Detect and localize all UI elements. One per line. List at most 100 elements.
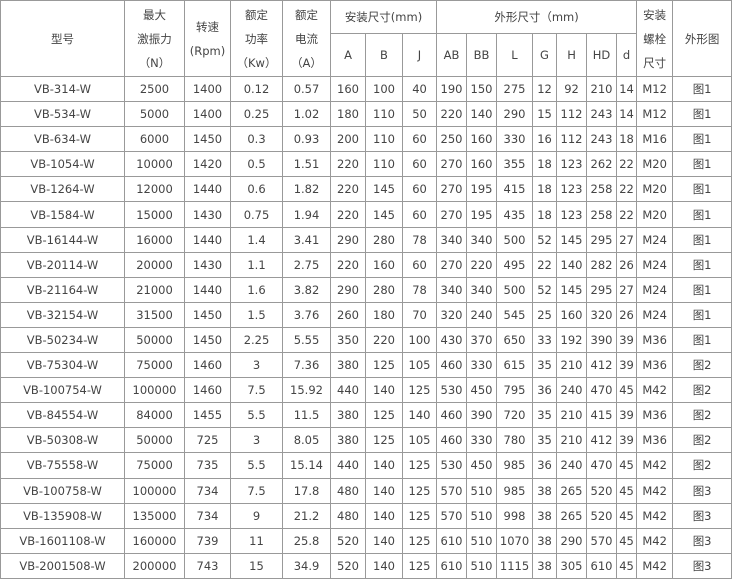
table-cell: 125 [401, 502, 438, 529]
table-cell: 5.5 [230, 402, 283, 429]
table-cell: 125 [365, 402, 403, 429]
table-cell: 125 [401, 377, 438, 404]
table-cell: 140 [365, 377, 403, 404]
table-cell: 160 [466, 151, 498, 178]
table-cell: 图1 [672, 301, 732, 328]
table-cell: 6000 [124, 126, 185, 153]
table-cell: 8.05 [282, 427, 331, 454]
table-cell: 78 [401, 226, 438, 253]
table-cell: 123 [556, 176, 588, 203]
table-cell: 125 [401, 452, 438, 479]
table-cell: 1420 [184, 151, 231, 178]
table-cell: 18 [532, 151, 558, 178]
table-cell: 510 [466, 502, 498, 529]
table-cell: 258 [586, 201, 618, 228]
table-cell: 100 [401, 326, 438, 354]
table-cell: 35 [532, 427, 558, 454]
table-cell: 112 [556, 101, 588, 128]
table-cell: M24 [636, 226, 674, 253]
table-cell: 380 [330, 352, 366, 379]
table-cell: 21000 [124, 276, 185, 303]
table-cell: 图3 [672, 502, 732, 529]
table-cell: 34.9 [282, 552, 331, 579]
table-cell: VB-634-W [0, 126, 125, 153]
table-cell: 140 [365, 477, 403, 504]
table-row: VB-16144-W 16000 1440 1.4 3.41 290 280 78 340 340… [0, 226, 732, 253]
table-cell: 125 [365, 352, 403, 379]
table-row: VB-634-W 6000 1450 0.3 0.93 200 110 60 250 160 330… [0, 126, 732, 153]
header-outline-l: L [496, 33, 534, 77]
table-cell: 570 [436, 502, 468, 529]
table-cell: VB-100758-W [0, 477, 125, 504]
table-cell: 140 [401, 402, 438, 429]
table-cell: 60 [401, 126, 438, 153]
table-cell: 27 [616, 276, 638, 303]
table-cell: 22 [532, 251, 558, 278]
table-cell: 390 [586, 326, 618, 354]
table-cell: 123 [556, 151, 588, 178]
table-cell: 14 [616, 101, 638, 128]
table-cell: 520 [330, 527, 366, 554]
table-cell: 图2 [672, 427, 732, 454]
table-cell: 220 [330, 176, 366, 203]
table-cell: 200000 [124, 552, 185, 579]
table-cell: 15 [230, 552, 283, 579]
table-cell: 280 [365, 276, 403, 303]
table-cell: 275 [496, 75, 534, 103]
table-cell: 290 [330, 276, 366, 303]
table-cell: 100000 [124, 477, 185, 504]
table-cell: 739 [184, 527, 231, 554]
table-cell: 21.2 [282, 502, 331, 529]
table-cell: 3 [230, 427, 283, 454]
table-cell: 270 [436, 176, 468, 203]
table-cell: 220 [466, 251, 498, 278]
table-cell: 7.5 [230, 377, 283, 404]
table-row: VB-50308-W 50000 725 3 8.05 380 125 105 460 330 78… [0, 427, 732, 454]
header-max-force: 最大 激振力 （N） [124, 0, 185, 77]
table-cell: 250 [436, 126, 468, 153]
table-row: VB-50234-W 50000 1450 2.25 5.55 350 220 100 430 3… [0, 326, 732, 354]
table-cell: 510 [466, 477, 498, 504]
table-cell: 570 [436, 477, 468, 504]
table-cell: 图1 [672, 251, 732, 278]
table-cell: VB-50234-W [0, 326, 125, 354]
table-cell: 450 [466, 377, 498, 404]
table-cell: VB-20114-W [0, 251, 125, 278]
table-cell: 220 [330, 201, 366, 228]
table-cell: 380 [330, 402, 366, 429]
table-cell: 480 [330, 477, 366, 504]
table-cell: 18 [532, 176, 558, 203]
table-cell: 520 [330, 552, 366, 579]
table-cell: 430 [436, 326, 468, 354]
table-cell: 35 [532, 352, 558, 379]
table-cell: 262 [586, 151, 618, 178]
table-cell: 3.76 [282, 301, 331, 328]
table-cell: VB-50308-W [0, 427, 125, 454]
table-cell: 460 [436, 427, 468, 454]
table-cell: 240 [556, 377, 588, 404]
table-cell: M20 [636, 201, 674, 228]
table-row: VB-100758-W 100000 734 7.5 17.8 480 140 125 570 5… [0, 477, 732, 504]
table-cell: 200 [330, 126, 366, 153]
table-cell: M24 [636, 301, 674, 328]
table-cell: 140 [365, 552, 403, 579]
table-cell: 5000 [124, 101, 185, 128]
table-cell: M16 [636, 126, 674, 153]
table-cell: M24 [636, 276, 674, 303]
table-cell: 135000 [124, 502, 185, 529]
table-cell: 22 [616, 151, 638, 178]
table-cell: 220 [330, 251, 366, 278]
table-cell: 735 [184, 452, 231, 479]
table-cell: 36 [532, 452, 558, 479]
table-cell: 31500 [124, 301, 185, 328]
table-cell: 1.51 [282, 151, 331, 178]
table-cell: 26 [616, 251, 638, 278]
table-cell: 305 [556, 552, 588, 579]
table-cell: 270 [436, 251, 468, 278]
table-cell: VB-84554-W [0, 402, 125, 429]
table-row: VB-1584-W 15000 1430 0.75 1.94 220 145 60 270 195… [0, 201, 732, 228]
table-cell: VB-135908-W [0, 502, 125, 529]
table-cell: 340 [436, 276, 468, 303]
table-cell: 140 [365, 527, 403, 554]
